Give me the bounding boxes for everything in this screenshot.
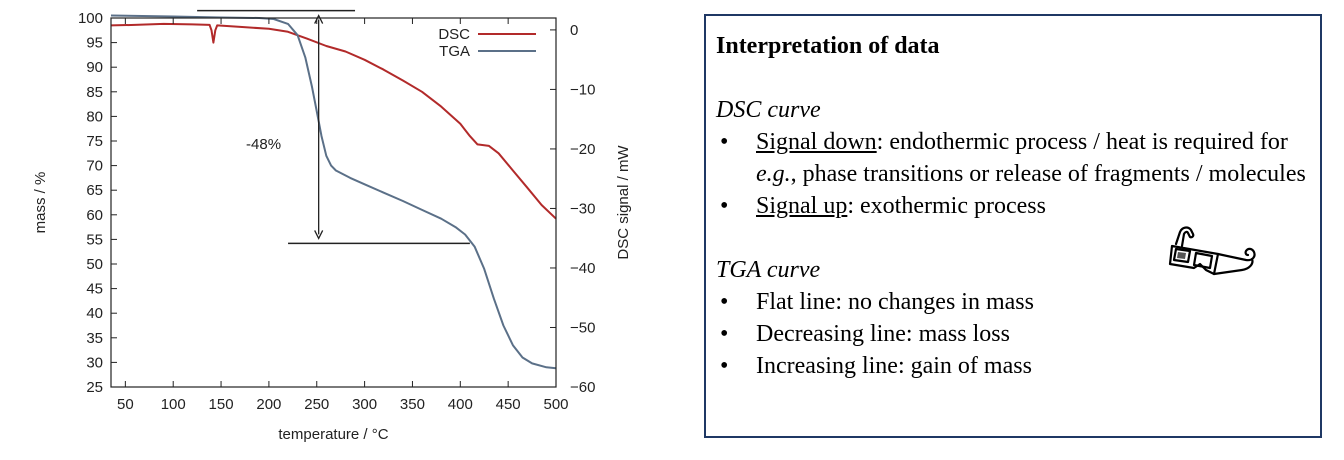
x-tick-label: 400 xyxy=(448,396,473,413)
bullet-icon: • xyxy=(720,353,729,379)
x-tick-label: 200 xyxy=(256,396,281,413)
signal-down-text-eg: e.g. xyxy=(756,161,791,187)
y-right-tick-label: −10 xyxy=(570,81,595,98)
plot-frame xyxy=(110,17,557,388)
tga-heading: TGA curve xyxy=(716,257,821,283)
signal-down-label: Signal down xyxy=(756,129,877,155)
x-tick-label: 350 xyxy=(400,396,425,413)
x-tick-label: 250 xyxy=(304,396,329,413)
tga-bullet-flat: • Flat line: no changes in mass xyxy=(716,286,1306,318)
series-line-dsc xyxy=(110,22,557,220)
tga-bullet-text: Decreasing line: mass loss xyxy=(756,321,1010,347)
bullet-icon: • xyxy=(720,289,729,315)
y-left-tick-label: 25 xyxy=(86,379,103,396)
annotation-layer: -48% xyxy=(197,9,470,245)
y-right-tick-label: 0 xyxy=(570,22,578,39)
arrow-head-down xyxy=(314,230,324,240)
y-right-tick-label: −30 xyxy=(570,200,595,217)
y-left-tick-label: 85 xyxy=(86,84,103,101)
spacer xyxy=(716,62,1320,94)
dsc-bullet-signal-down: • Signal down: endothermic process / heat… xyxy=(716,126,1306,190)
y-axis-left-title: mass / % xyxy=(32,172,49,234)
tga-bullet-increasing: • Increasing line: gain of mass xyxy=(716,350,1306,382)
y-left-tick-label: 65 xyxy=(86,182,103,199)
tga-dsc-chart: -48% 50 100 150 200 250 300 350 400 450 500253035… xyxy=(32,9,632,443)
legend-label-tga: TGA xyxy=(439,43,470,60)
x-tick-label: 100 xyxy=(161,396,186,413)
curves-layer xyxy=(110,14,557,370)
x-tick-label: 300 xyxy=(352,396,377,413)
y-right-tick-label: −20 xyxy=(570,141,595,158)
bullet-icon: • xyxy=(720,193,729,219)
x-tick-label: 150 xyxy=(209,396,234,413)
y-left-tick-label: 35 xyxy=(86,330,103,347)
y-left-tick-label: 100 xyxy=(78,10,103,27)
y-left-tick-label: 50 xyxy=(86,256,103,273)
arrow-head-up xyxy=(314,14,324,24)
mass-loss-label: -48% xyxy=(246,136,281,153)
tga-bullet-decreasing: • Decreasing line: mass loss xyxy=(716,318,1306,350)
y-right-tick-label: −50 xyxy=(570,319,595,336)
y-left-tick-label: 95 xyxy=(86,35,103,52)
legend-label-dsc: DSC xyxy=(438,26,470,43)
y-left-tick-label: 75 xyxy=(86,133,103,150)
y-right-tick-label: −40 xyxy=(570,260,595,277)
y-left-tick-label: 55 xyxy=(86,231,103,248)
bullet-icon: • xyxy=(720,129,729,155)
ticks-layer: 50 100 150 200 250 300 350 400 450 50025303540455… xyxy=(78,10,595,413)
tga-bullet-text: Flat line: no changes in mass xyxy=(756,289,1034,315)
y-left-tick-label: 60 xyxy=(86,207,103,224)
y-right-tick-label: −60 xyxy=(570,379,595,396)
signal-up-text: : exothermic process xyxy=(847,193,1046,219)
interpretation-panel: Interpretation of data DSC curve • Signal… xyxy=(704,14,1322,438)
signal-down-text-b: , phase transitions or release of fragme… xyxy=(790,161,1306,187)
y-axis-right-title: DSC signal / mW xyxy=(615,145,632,260)
y-left-tick-label: 90 xyxy=(86,59,103,76)
panel-title: Interpretation of data xyxy=(716,33,940,59)
signal-up-label: Signal up xyxy=(756,193,848,219)
x-tick-label: 450 xyxy=(496,396,521,413)
y-left-tick-label: 40 xyxy=(86,305,103,322)
y-left-tick-label: 30 xyxy=(86,354,103,371)
y-left-tick-label: 45 xyxy=(86,281,103,298)
x-axis-title: temperature / °C xyxy=(278,426,388,443)
x-tick-label: 500 xyxy=(543,396,568,413)
signal-down-text-a: : endothermic process / heat is required… xyxy=(876,129,1288,155)
tga-bullet-text: Increasing line: gain of mass xyxy=(756,353,1032,379)
dsc-bullet-signal-up: • Signal up: exothermic process xyxy=(716,190,1306,222)
series-line-tga xyxy=(110,14,557,370)
bullet-icon: • xyxy=(720,321,729,347)
3d-glasses-icon xyxy=(1168,226,1256,276)
dsc-heading: DSC curve xyxy=(716,97,821,123)
y-left-tick-label: 70 xyxy=(86,158,103,175)
y-left-tick-label: 80 xyxy=(86,108,103,125)
x-tick-label: 50 xyxy=(117,396,134,413)
